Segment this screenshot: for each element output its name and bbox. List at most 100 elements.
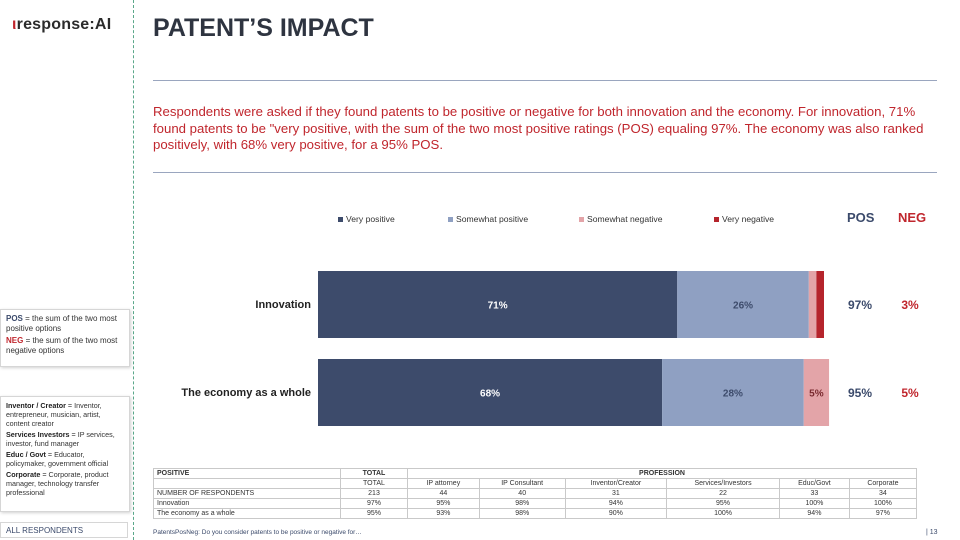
bar-very-negative-innovation [816, 271, 824, 338]
legend-somewhat-negative: Somewhat negative [579, 214, 662, 224]
table-header-cell: IP Consultant [478, 478, 566, 489]
definition-key: Corporate [6, 470, 41, 479]
table-cell: 31 [564, 488, 668, 499]
respondents-base-label: ALL RESPONDENTS [0, 522, 128, 538]
table-cell: 22 [666, 488, 780, 499]
table-row: Innovation 97% 95% 98% 94% 95% 100% 100% [153, 498, 918, 509]
table-cell: 95% [666, 498, 780, 509]
bar-somewhat-negative-innovation [808, 271, 817, 338]
table-header-cell: Inventor/Creator [564, 478, 668, 489]
definition-text: = Corporate, product manager, technology… [6, 470, 109, 497]
pos-text: = the sum of the two most positive optio… [6, 314, 117, 333]
table-cell: 98% [478, 508, 566, 519]
sidebar-divider [133, 0, 134, 540]
pos-key: POS [6, 314, 23, 323]
profession-definitions-box: Inventor / Creator = Inventor, entrepren… [0, 396, 130, 512]
bar-label: 26% [733, 301, 753, 312]
definition-key: Services Investors [6, 430, 70, 439]
table-header-row: POSITIVE TOTAL PROFESSION [153, 468, 917, 479]
legend-label: Somewhat positive [456, 214, 529, 224]
legend-very-positive: Very positive [338, 214, 395, 224]
pos-value-innovation: 97% [847, 298, 873, 312]
definition-key: Educ / Govt [6, 450, 46, 459]
neg-column-header: NEG [898, 210, 927, 225]
table-cell: 40 [478, 488, 566, 499]
neg-value-economy: 5% [901, 386, 919, 400]
bar-label: 71% [488, 301, 508, 312]
table-cell: 93% [407, 508, 480, 519]
bar-label: 68% [480, 389, 500, 400]
category-label-economy: The economy as a whole [181, 387, 311, 399]
legend-swatch [714, 216, 719, 222]
table-header-cell: Educ/Govt [779, 478, 850, 489]
logo-mark: ι [12, 16, 17, 33]
bar-somewhat-positive-economy [662, 359, 804, 426]
table-cell: NUMBER OF RESPONDENTS [153, 488, 341, 499]
table-row: The economy as a whole 95% 93% 98% 90% 1… [153, 508, 918, 519]
title-divider [153, 80, 937, 81]
definition-text: = IP services, investor, fund manager [6, 430, 115, 448]
table-cell: The economy as a whole [153, 508, 341, 519]
table-cell: 34 [848, 488, 918, 499]
table-cell: 33 [779, 488, 850, 499]
neg-text: = the sum of the two most negative optio… [6, 336, 118, 355]
legend-label: Very positive [346, 214, 395, 224]
description-text: Respondents were asked if they found pat… [153, 104, 924, 152]
table-cell: 97% [848, 508, 918, 519]
bar-very-positive-innovation [318, 271, 678, 338]
description-divider [153, 172, 937, 173]
table-header-cell: IP attorney [407, 478, 480, 489]
table-cell: 98% [478, 498, 566, 509]
bar-somewhat-positive-innovation [677, 271, 809, 338]
legend-swatch [579, 216, 584, 222]
table-row: NUMBER OF RESPONDENTS 213 44 40 31 22 33… [153, 488, 918, 499]
logo-ai: :AI [89, 16, 112, 33]
table-header-cell [153, 478, 341, 489]
pos-value-economy: 95% [847, 386, 873, 400]
table-header-cell: TOTAL [340, 468, 408, 479]
category-label-innovation: Innovation [255, 299, 311, 311]
table-cell: Innovation [153, 498, 341, 509]
legend-label: Somewhat negative [587, 214, 663, 224]
definition-text: = Inventor, entrepreneur, musician, arti… [6, 401, 102, 428]
table-header-cell: Services/Investors [666, 478, 780, 489]
table-cell: 94% [779, 508, 850, 519]
brand-logo: ιresponse:AI [12, 16, 111, 34]
neg-key: NEG [6, 336, 24, 345]
legend-label: Very negative [722, 214, 775, 224]
table-subheader-row: TOTAL IP attorney IP Consultant Inventor… [153, 478, 918, 489]
table-cell: 213 [340, 488, 408, 499]
source-question: PatentsPosNeg: Do you consider patents t… [153, 529, 362, 536]
definition-inventor: Inventor / Creator = Inventor, entrepren… [6, 401, 124, 428]
table-cell: 95% [340, 508, 408, 519]
logo-text: response [16, 16, 90, 33]
table-header-cell: POSITIVE [153, 468, 341, 479]
legend-somewhat-positive: Somewhat positive [448, 214, 528, 224]
table-cell: 100% [666, 508, 780, 519]
pos-column-header: POS [847, 210, 875, 225]
definition-educ: Educ / Govt = Educator, policymaker, gov… [6, 450, 124, 468]
table-cell: 44 [407, 488, 480, 499]
bar-somewhat-negative-economy [803, 359, 830, 426]
table-header-cell: Corporate [848, 478, 918, 489]
table-cell: 97% [340, 498, 408, 509]
legend-swatch [448, 216, 453, 222]
table-cell: 100% [848, 498, 918, 509]
table-cell: 100% [779, 498, 850, 509]
definition-services: Services Investors = IP services, invest… [6, 430, 124, 448]
neg-value-innovation: 3% [901, 298, 919, 312]
pos-neg-legend-box: POS = the sum of the two most positive o… [0, 309, 130, 367]
bar-very-positive-economy [318, 359, 663, 426]
definition-corporate: Corporate = Corporate, product manager, … [6, 470, 124, 497]
table-header-cell: PROFESSION [407, 468, 917, 479]
bar-label: 5% [809, 389, 824, 400]
profession-breakdown-table: POSITIVE TOTAL PROFESSION TOTAL IP attor… [153, 468, 918, 519]
definition-key: Inventor / Creator [6, 401, 66, 410]
legend-very-negative: Very negative [714, 214, 774, 224]
neg-definition: NEG = the sum of the two most negative o… [6, 336, 124, 356]
page-number: | 13 [926, 529, 938, 536]
legend-swatch [338, 216, 343, 222]
table-header-cell: TOTAL [340, 478, 408, 489]
table-cell: 90% [564, 508, 668, 519]
